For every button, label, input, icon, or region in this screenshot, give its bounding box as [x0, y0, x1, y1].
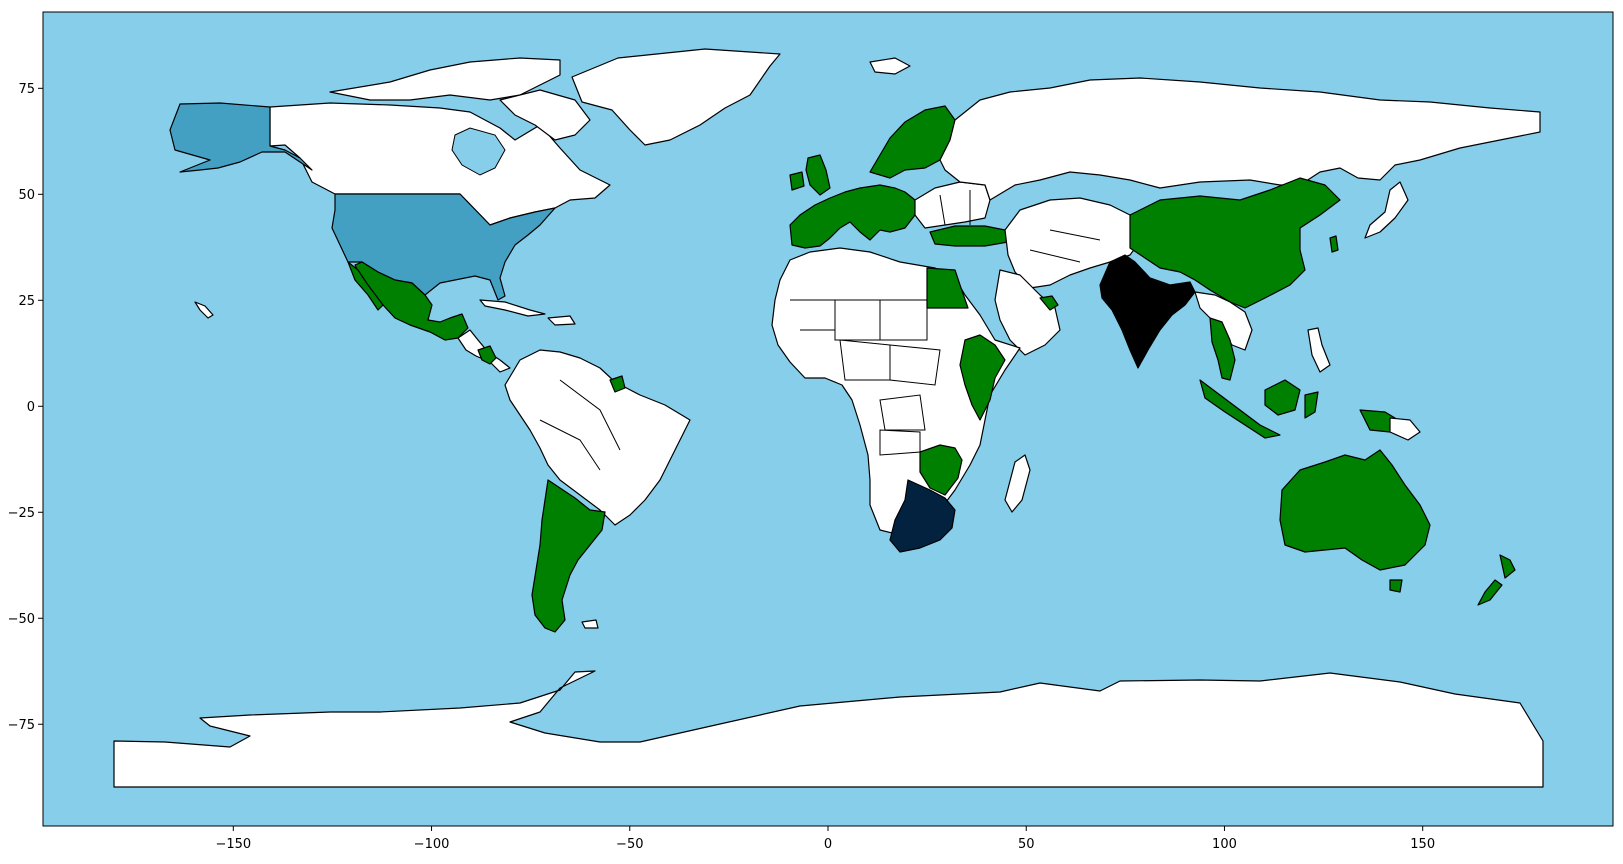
china	[1129, 177, 1341, 309]
united-kingdom	[805, 154, 831, 196]
y-tick-label: −75	[8, 718, 35, 733]
india	[1099, 254, 1196, 369]
falklands	[581, 619, 599, 629]
turkey	[929, 225, 1009, 247]
nicaragua	[477, 345, 497, 365]
x-axis: −150 −100 −50 0 50 100 150	[215, 826, 1435, 852]
south-africa	[889, 479, 956, 553]
x-tick-label: 0	[824, 837, 832, 852]
philippines	[1307, 327, 1331, 373]
alaska	[169, 102, 313, 173]
oman-uae	[1039, 295, 1059, 311]
eastern-europe	[914, 181, 991, 229]
y-tick-label: 50	[18, 188, 35, 203]
hispaniola	[547, 315, 576, 326]
sulawesi	[1304, 391, 1319, 419]
y-axis: 75 50 25 0 −25 −50 −75	[8, 82, 43, 733]
tasmania	[1389, 579, 1403, 593]
japan	[1364, 181, 1409, 239]
baffin-island	[499, 89, 591, 141]
argentina-chile	[531, 479, 606, 633]
indonesia	[1199, 379, 1281, 439]
country-borders	[539, 190, 1321, 471]
arabia	[994, 269, 1061, 356]
madagascar	[1004, 454, 1031, 513]
usa	[331, 193, 556, 301]
zambia-zimbabwe	[919, 444, 963, 496]
x-tick-label: −50	[616, 837, 643, 852]
new-zealand	[1477, 554, 1516, 606]
borneo	[1264, 379, 1301, 416]
iceland	[869, 57, 911, 75]
hudson-bay	[451, 127, 506, 176]
europe	[789, 184, 916, 249]
ireland	[789, 171, 805, 191]
x-tick-label: 150	[1410, 837, 1435, 852]
cuba	[479, 299, 546, 317]
taiwan	[1329, 235, 1339, 253]
canada	[269, 102, 611, 226]
x-tick-label: −100	[414, 837, 450, 852]
baja-california	[347, 261, 384, 311]
hawaii	[194, 301, 214, 319]
y-tick-label: 25	[18, 294, 35, 309]
french-guiana	[609, 375, 626, 393]
southeast-asia	[1194, 291, 1253, 351]
y-tick-label: −25	[8, 506, 35, 521]
y-tick-label: −50	[8, 612, 35, 627]
x-tick-label: 100	[1212, 837, 1237, 852]
png	[1389, 417, 1421, 441]
x-tick-label: −150	[215, 837, 251, 852]
y-tick-label: 0	[27, 400, 35, 415]
land-layer	[113, 48, 1544, 788]
antarctica	[113, 670, 1544, 788]
greenland	[571, 48, 781, 146]
y-tick-label: 75	[18, 82, 35, 97]
australia	[1279, 449, 1431, 571]
thailand-malaysia	[1209, 317, 1236, 381]
x-tick-label: 50	[1018, 837, 1035, 852]
south-america	[504, 349, 691, 526]
russia	[939, 77, 1541, 201]
ethiopia-kenya	[959, 334, 1006, 421]
arctic-islands	[329, 57, 561, 101]
